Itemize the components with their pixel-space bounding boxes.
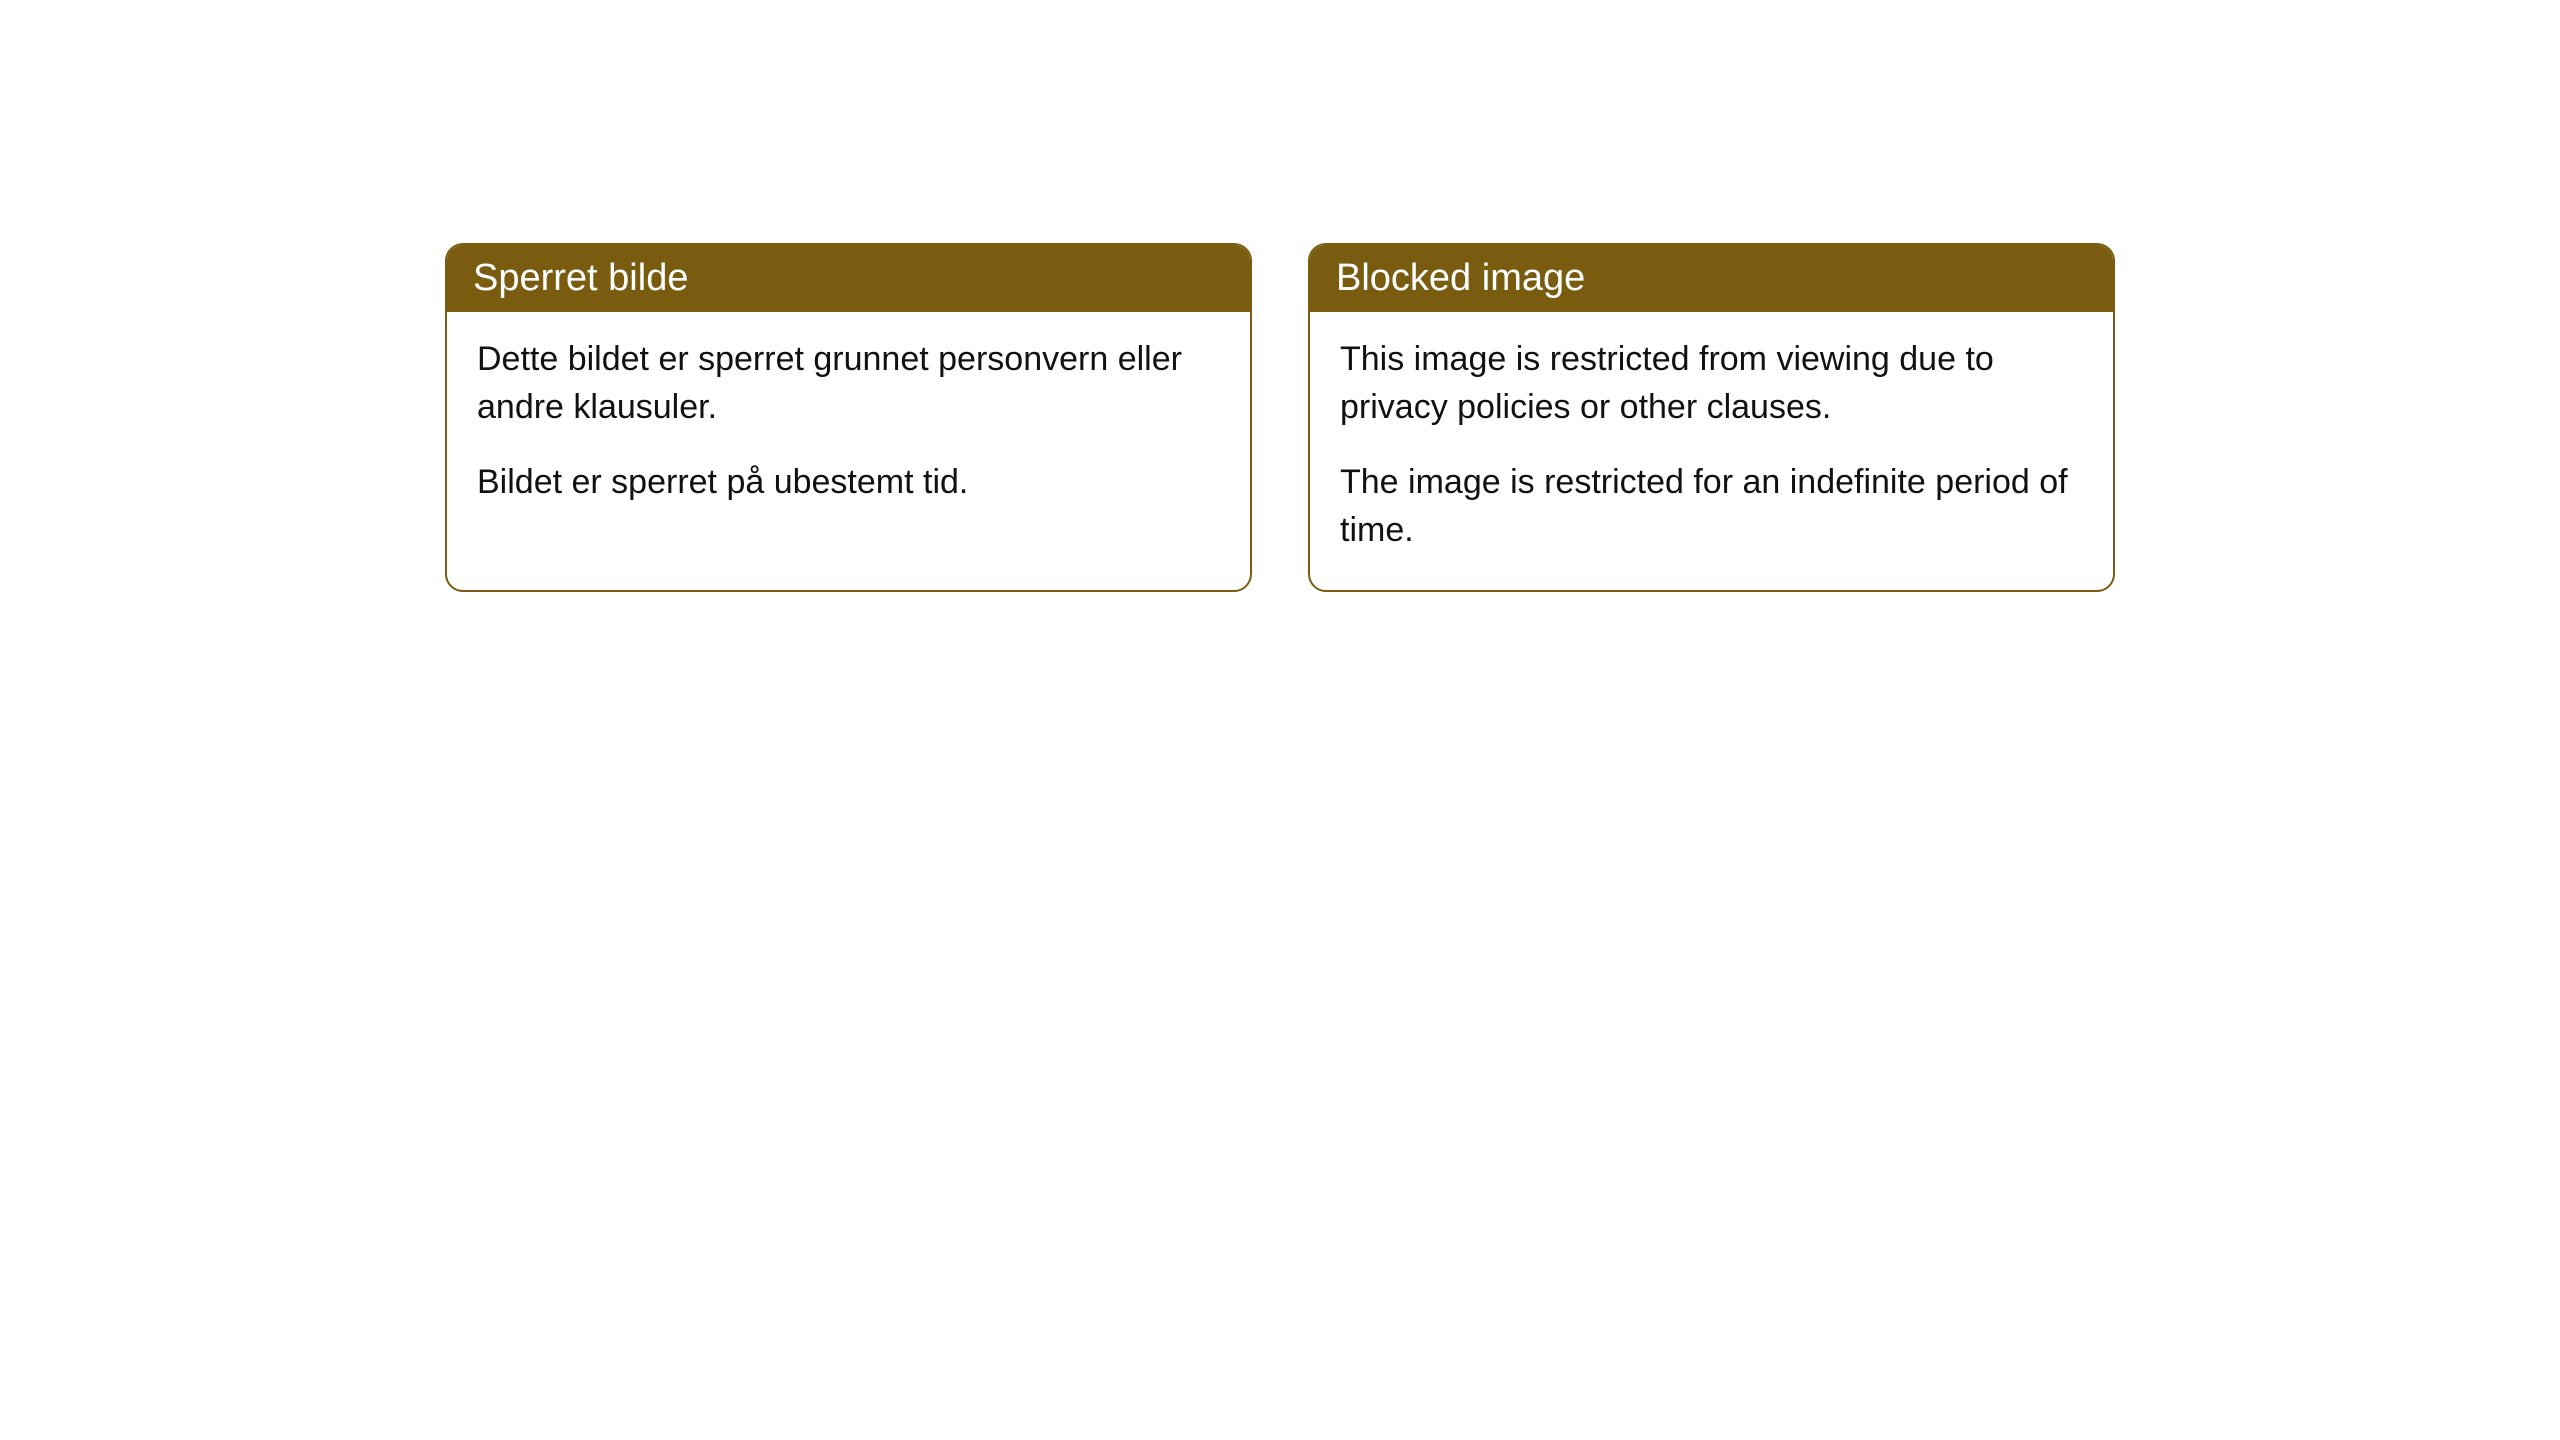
card-paragraph: This image is restricted from viewing du… (1340, 336, 2083, 431)
card-body-english: This image is restricted from viewing du… (1310, 312, 2113, 590)
card-paragraph: Dette bildet er sperret grunnet personve… (477, 336, 1220, 431)
card-paragraph: Bildet er sperret på ubestemt tid. (477, 459, 1220, 507)
card-norwegian: Sperret bilde Dette bildet er sperret gr… (445, 243, 1252, 592)
card-english: Blocked image This image is restricted f… (1308, 243, 2115, 592)
card-header-norwegian: Sperret bilde (447, 245, 1250, 312)
card-header-english: Blocked image (1310, 245, 2113, 312)
card-paragraph: The image is restricted for an indefinit… (1340, 459, 2083, 554)
card-body-norwegian: Dette bildet er sperret grunnet personve… (447, 312, 1250, 543)
cards-container: Sperret bilde Dette bildet er sperret gr… (0, 243, 2560, 592)
